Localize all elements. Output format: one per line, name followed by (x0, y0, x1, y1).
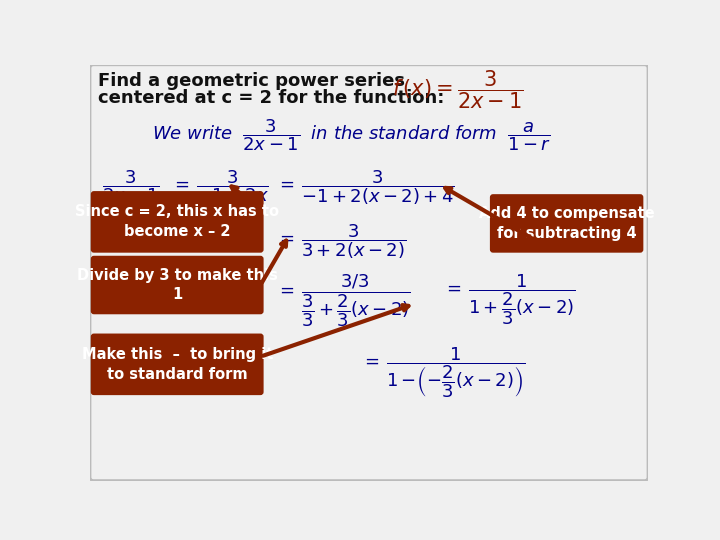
Text: $=\,\dfrac{3/3}{\dfrac{3}{3}+\dfrac{2}{3}(x-2)}$: $=\,\dfrac{3/3}{\dfrac{3}{3}+\dfrac{2}{3… (276, 273, 411, 329)
Text: centered at c = 2 for the function:: centered at c = 2 for the function: (98, 90, 444, 107)
FancyBboxPatch shape (91, 334, 264, 395)
Text: $=\,\dfrac{1}{1-\!\left(-\dfrac{2}{3}(x-2)\right)}$: $=\,\dfrac{1}{1-\!\left(-\dfrac{2}{3}(x-… (361, 346, 526, 400)
Text: $=\,\dfrac{3}{-1+2x}$: $=\,\dfrac{3}{-1+2x}$ (171, 168, 269, 205)
Text: $=\,\dfrac{1}{1+\dfrac{2}{3}(x-2)}$: $=\,\dfrac{1}{1+\dfrac{2}{3}(x-2)}$ (443, 273, 575, 327)
FancyBboxPatch shape (91, 191, 264, 253)
Text: We write $\;\dfrac{3}{2x-1}\;$ in the standard form $\;\dfrac{a}{1-r}$: We write $\;\dfrac{3}{2x-1}\;$ in the st… (152, 117, 551, 153)
FancyBboxPatch shape (490, 194, 644, 253)
Text: Make this  –  to bring it
to standard form: Make this – to bring it to standard form (81, 347, 273, 382)
FancyBboxPatch shape (91, 256, 264, 314)
Text: $=\,\dfrac{3}{3+2(x-2)}$: $=\,\dfrac{3}{3+2(x-2)}$ (276, 222, 406, 261)
FancyBboxPatch shape (90, 65, 648, 481)
Text: Add 4 to compensate
for subtracting 4: Add 4 to compensate for subtracting 4 (479, 206, 654, 241)
Text: $\dfrac{3}{2x-1}$: $\dfrac{3}{2x-1}$ (102, 168, 159, 205)
Text: Since c = 2, this x has to
become x – 2: Since c = 2, this x has to become x – 2 (75, 205, 279, 239)
Text: $=\,\dfrac{3}{-1+2(x-2)+4}$: $=\,\dfrac{3}{-1+2(x-2)+4}$ (276, 168, 455, 207)
Text: $f\,(x)=\dfrac{3}{2x-1}$: $f\,(x)=\dfrac{3}{2x-1}$ (392, 69, 523, 111)
Text: Divide by 3 to make this
1: Divide by 3 to make this 1 (77, 268, 278, 302)
Text: Find a geometric power series: Find a geometric power series (98, 72, 405, 91)
